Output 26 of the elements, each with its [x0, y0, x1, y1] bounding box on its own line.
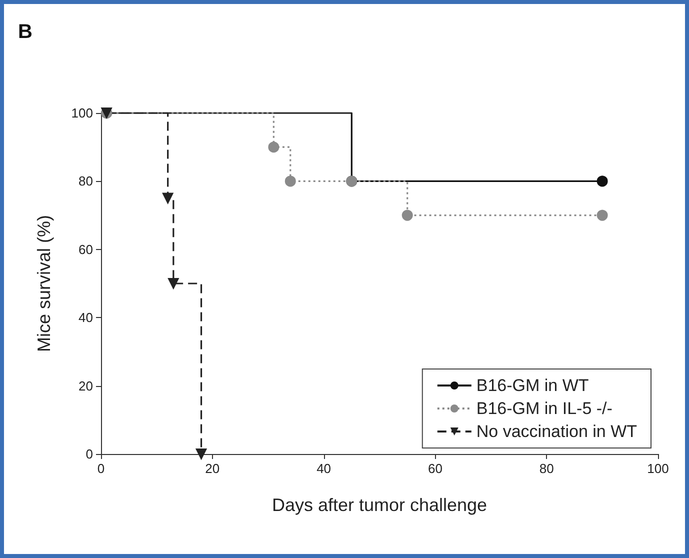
- x-tick-label: 80: [539, 461, 554, 476]
- y-tick-label: 100: [71, 106, 93, 120]
- legend-label: B16-GM in WT: [476, 376, 589, 395]
- y-tick-label: 20: [78, 378, 93, 394]
- x-tick-label: 40: [316, 461, 332, 476]
- x-tick-label: 100: [647, 461, 669, 476]
- y-tick-label: 0: [86, 446, 93, 462]
- x-tick-label: 20: [205, 461, 220, 476]
- x-tick-label: 0: [97, 461, 105, 476]
- point: [402, 210, 413, 221]
- point: [168, 278, 179, 289]
- point: [284, 176, 296, 187]
- point: [596, 210, 608, 221]
- point: [268, 142, 280, 153]
- text: B: [18, 21, 32, 43]
- point: [596, 176, 608, 187]
- x-tick-label: 60: [428, 461, 442, 476]
- legend-label: No vaccination in WT: [476, 422, 638, 441]
- point: [162, 192, 174, 204]
- y-tick-label: 80: [78, 174, 93, 189]
- point: [196, 448, 207, 460]
- y-tick-label: 60: [78, 242, 93, 257]
- x-axis-title: Days after tumor challenge: [272, 495, 488, 515]
- y-axis-title: Mice survival (%): [34, 214, 54, 352]
- legend-label: B16-GM in IL-5 -/-: [476, 399, 612, 418]
- y-tick-label: 40: [78, 310, 93, 326]
